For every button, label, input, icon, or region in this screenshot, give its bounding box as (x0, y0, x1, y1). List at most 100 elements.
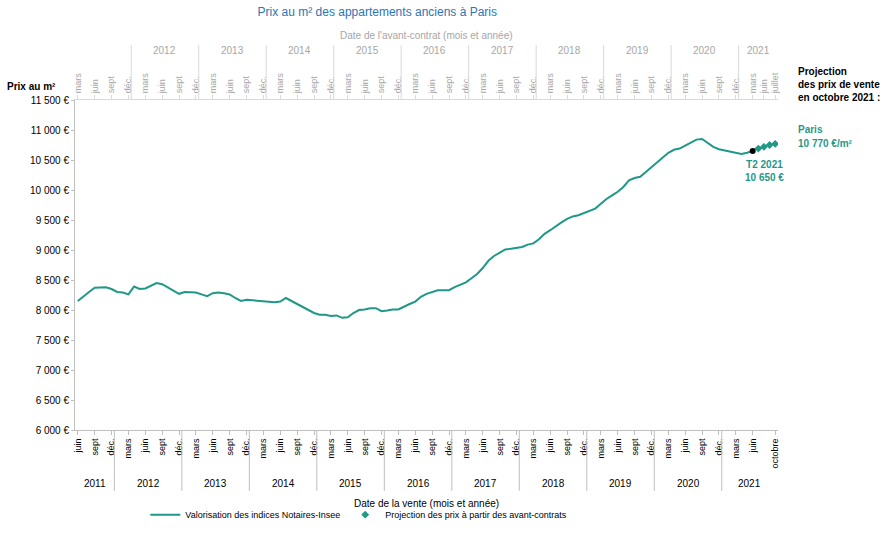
svg-text:2019: 2019 (609, 478, 632, 489)
svg-text:juin: juin (697, 79, 707, 94)
svg-text:mars: mars (680, 73, 690, 93)
svg-text:déc.: déc. (258, 76, 268, 93)
svg-text:2015: 2015 (339, 478, 362, 489)
svg-text:sept: sept (174, 76, 184, 94)
svg-text:sept: sept (579, 76, 589, 94)
svg-text:déc.: déc. (579, 439, 589, 456)
svg-text:juin: juin (478, 439, 488, 454)
svg-text:Valorisation des indices Notai: Valorisation des indices Notaires-Insee (185, 510, 340, 520)
svg-text:mars: mars (140, 73, 150, 93)
svg-text:déc.: déc. (461, 76, 471, 93)
svg-text:sept: sept (376, 76, 386, 94)
svg-text:Date de la vente (mois et anné: Date de la vente (mois et année) (354, 498, 499, 509)
svg-text:mars: mars (545, 73, 555, 93)
svg-text:déc.: déc. (731, 76, 741, 93)
svg-text:2013: 2013 (221, 45, 244, 56)
svg-text:juin: juin (680, 439, 690, 454)
svg-text:juin: juin (343, 439, 353, 454)
svg-text:Paris: Paris (798, 124, 823, 135)
svg-text:mars: mars (258, 438, 268, 458)
svg-text:déc.: déc. (596, 76, 606, 93)
svg-text:juin: juin (275, 439, 285, 454)
svg-text:déc.: déc. (511, 439, 521, 456)
svg-text:Prix au m² des appartements an: Prix au m² des appartements anciens à Pa… (258, 5, 497, 19)
svg-text:juin: juin (157, 79, 167, 94)
svg-text:Prix au m²: Prix au m² (7, 81, 56, 92)
svg-text:2021: 2021 (738, 478, 761, 489)
svg-text:Projectiondes prix de venteen: Projectiondes prix de venteen octobre 20… (798, 66, 880, 103)
svg-text:9 000 €: 9 000 € (36, 245, 70, 256)
svg-text:2015: 2015 (356, 45, 379, 56)
svg-text:juin: juin (73, 439, 83, 454)
svg-text:juin: juin (360, 79, 370, 94)
svg-text:sept: sept (646, 76, 656, 94)
svg-text:juin: juin (613, 439, 623, 454)
svg-text:mars: mars (73, 73, 83, 93)
svg-text:sept: sept (90, 438, 100, 456)
svg-text:8 000 €: 8 000 € (36, 305, 70, 316)
svg-text:Date de l'avant-contrat (mois: Date de l'avant-contrat (mois et année) (340, 30, 513, 41)
svg-text:déc.: déc. (326, 76, 336, 93)
svg-text:mars: mars (731, 438, 741, 458)
svg-text:6 000 €: 6 000 € (36, 425, 70, 436)
svg-text:sept: sept (360, 438, 370, 456)
svg-text:2017: 2017 (491, 45, 514, 56)
svg-text:sept: sept (225, 438, 235, 456)
svg-text:sept: sept (697, 438, 707, 456)
svg-text:mars: mars (748, 73, 758, 93)
svg-text:2020: 2020 (677, 478, 700, 489)
svg-text:mars: mars (410, 73, 420, 93)
svg-text:mars: mars (613, 73, 623, 93)
svg-text:juin: juin (630, 79, 640, 94)
svg-text:2018: 2018 (542, 478, 565, 489)
svg-text:juin: juin (562, 79, 572, 94)
svg-text:mars: mars (663, 438, 673, 458)
svg-text:juin: juin (208, 439, 218, 454)
svg-text:2019: 2019 (626, 45, 649, 56)
svg-text:déc.: déc. (309, 439, 319, 456)
svg-text:déc.: déc. (241, 439, 251, 456)
svg-text:11 000 €: 11 000 € (31, 125, 70, 136)
svg-text:mars: mars (208, 73, 218, 93)
svg-text:2017: 2017 (474, 478, 497, 489)
svg-text:2021: 2021 (747, 45, 770, 56)
svg-text:juin: juin (545, 439, 555, 454)
svg-text:2020: 2020 (693, 45, 716, 56)
svg-text:déc.: déc. (646, 439, 656, 456)
svg-text:juin: juin (225, 79, 235, 94)
svg-text:2012: 2012 (137, 478, 160, 489)
svg-text:2018: 2018 (558, 45, 581, 56)
svg-text:juin: juin (495, 79, 505, 94)
svg-text:11 500 €: 11 500 € (31, 95, 70, 106)
svg-text:déc.: déc. (714, 439, 724, 456)
svg-text:Projection des prix à partir d: Projection des prix à partir des avant-c… (385, 510, 567, 520)
svg-text:sept: sept (292, 438, 302, 456)
svg-text:juin: juin (410, 439, 420, 454)
svg-text:juin: juin (759, 79, 769, 94)
svg-text:mars: mars (393, 438, 403, 458)
svg-text:2012: 2012 (153, 45, 176, 56)
svg-text:sept: sept (444, 76, 454, 94)
svg-text:2011: 2011 (84, 478, 106, 489)
svg-text:juin: juin (292, 79, 302, 94)
svg-text:sept: sept (511, 76, 521, 94)
svg-text:7 500 €: 7 500 € (36, 335, 70, 346)
svg-text:2013: 2013 (204, 478, 227, 489)
svg-text:sept: sept (427, 438, 437, 456)
svg-text:juillet: juillet (770, 72, 780, 94)
svg-text:déc.: déc. (106, 439, 116, 456)
svg-text:juin: juin (140, 439, 150, 454)
svg-text:6 500 €: 6 500 € (36, 395, 70, 406)
svg-text:10 770 €/m²: 10 770 €/m² (798, 138, 853, 149)
svg-text:7 000 €: 7 000 € (36, 365, 70, 376)
svg-text:déc.: déc. (528, 76, 538, 93)
svg-text:10 500 €: 10 500 € (30, 155, 69, 166)
svg-text:déc.: déc. (191, 76, 201, 93)
svg-text:mars: mars (275, 73, 285, 93)
svg-text:déc.: déc. (123, 76, 133, 93)
svg-text:juin: juin (90, 79, 100, 94)
svg-text:2016: 2016 (423, 45, 446, 56)
svg-text:mars: mars (191, 438, 201, 458)
svg-text:9 500 €: 9 500 € (36, 215, 70, 226)
svg-text:mars: mars (596, 438, 606, 458)
